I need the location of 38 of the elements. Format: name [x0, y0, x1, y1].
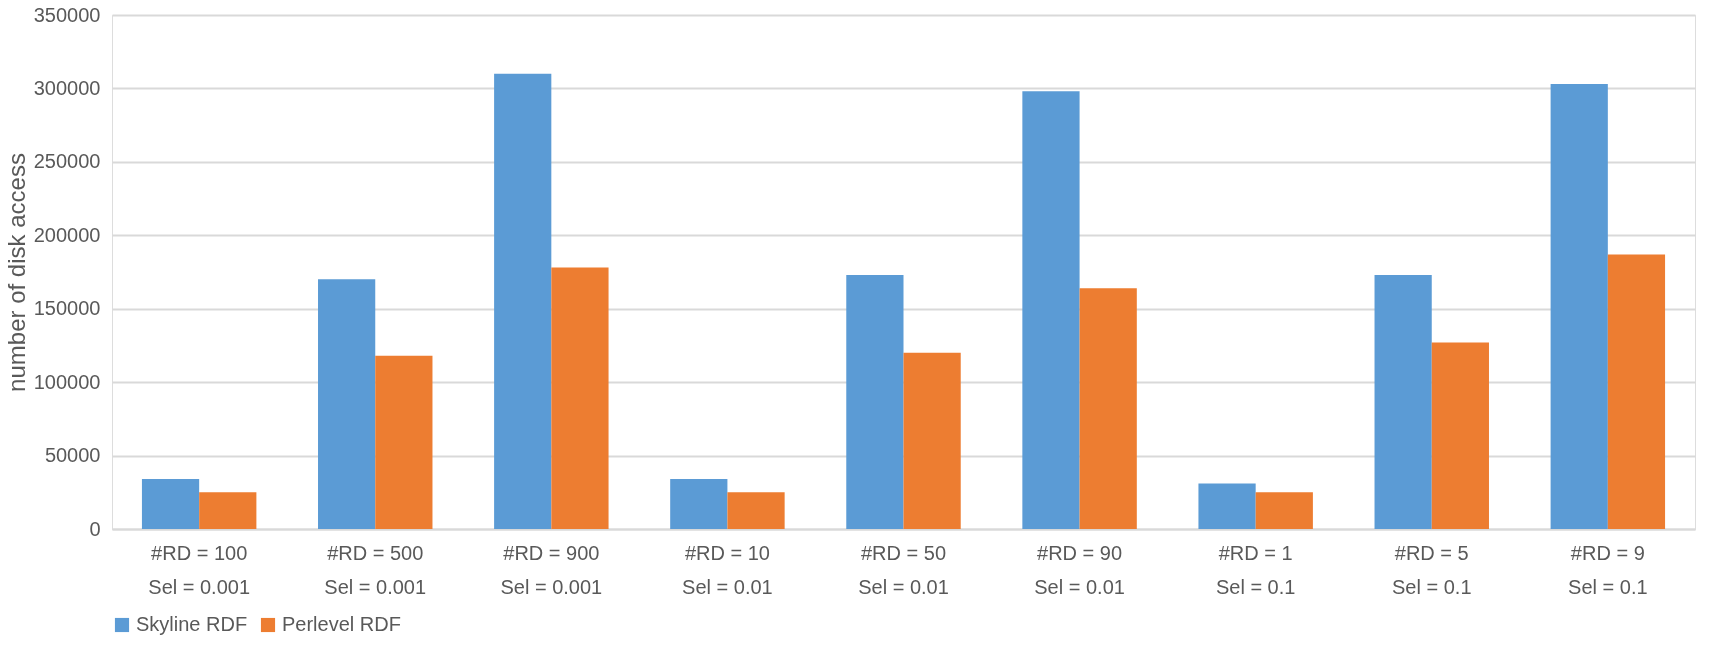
bar — [1198, 483, 1256, 529]
bar — [1374, 274, 1432, 529]
bar — [1022, 91, 1080, 529]
y-tick-label: 300000 — [33, 76, 101, 99]
bar — [1550, 84, 1608, 529]
y-tick-label: 0 — [89, 517, 101, 540]
bar — [1079, 288, 1137, 529]
y-tick-label: 200000 — [33, 223, 101, 246]
x-tick-label: #RD = 100 Sel = 0.001 — [148, 541, 251, 598]
x-tick-label: #RD = 5 Sel = 0.1 — [1392, 541, 1472, 598]
bar — [903, 352, 961, 529]
x-tick-label: #RD = 10 Sel = 0.01 — [682, 541, 773, 598]
bar — [1255, 492, 1313, 529]
y-tick-label: 350000 — [33, 3, 101, 26]
y-axis-title: number of disk access — [2, 153, 30, 392]
bar — [494, 73, 552, 529]
bar — [375, 355, 433, 529]
x-tick-label: #RD = 9 Sel = 0.1 — [1568, 541, 1648, 598]
x-tick-label: #RD = 500 Sel = 0.001 — [324, 541, 427, 598]
bar — [141, 479, 200, 529]
legend-label: Perlevel RDF — [282, 613, 401, 635]
y-tick-label: 250000 — [33, 150, 101, 173]
bar — [1431, 342, 1489, 529]
legend-label: Skyline RDF — [136, 613, 248, 635]
y-tick-label: 50000 — [44, 444, 101, 467]
x-tick-label: #RD = 90 Sel = 0.01 — [1034, 541, 1125, 598]
bar — [727, 492, 785, 529]
x-tick-label: #RD = 1 Sel = 0.1 — [1215, 541, 1296, 598]
bar — [199, 492, 257, 529]
bar — [318, 279, 376, 529]
x-tick-label: #RD = 50 Sel = 0.01 — [858, 541, 949, 598]
bar — [1607, 254, 1666, 529]
bar — [551, 267, 609, 529]
y-tick-label: 150000 — [33, 297, 101, 320]
bar — [846, 274, 904, 529]
x-tick-label: #RD = 900 Sel = 0.001 — [500, 541, 603, 598]
bar — [670, 479, 728, 529]
y-tick-label: 100000 — [33, 370, 101, 393]
